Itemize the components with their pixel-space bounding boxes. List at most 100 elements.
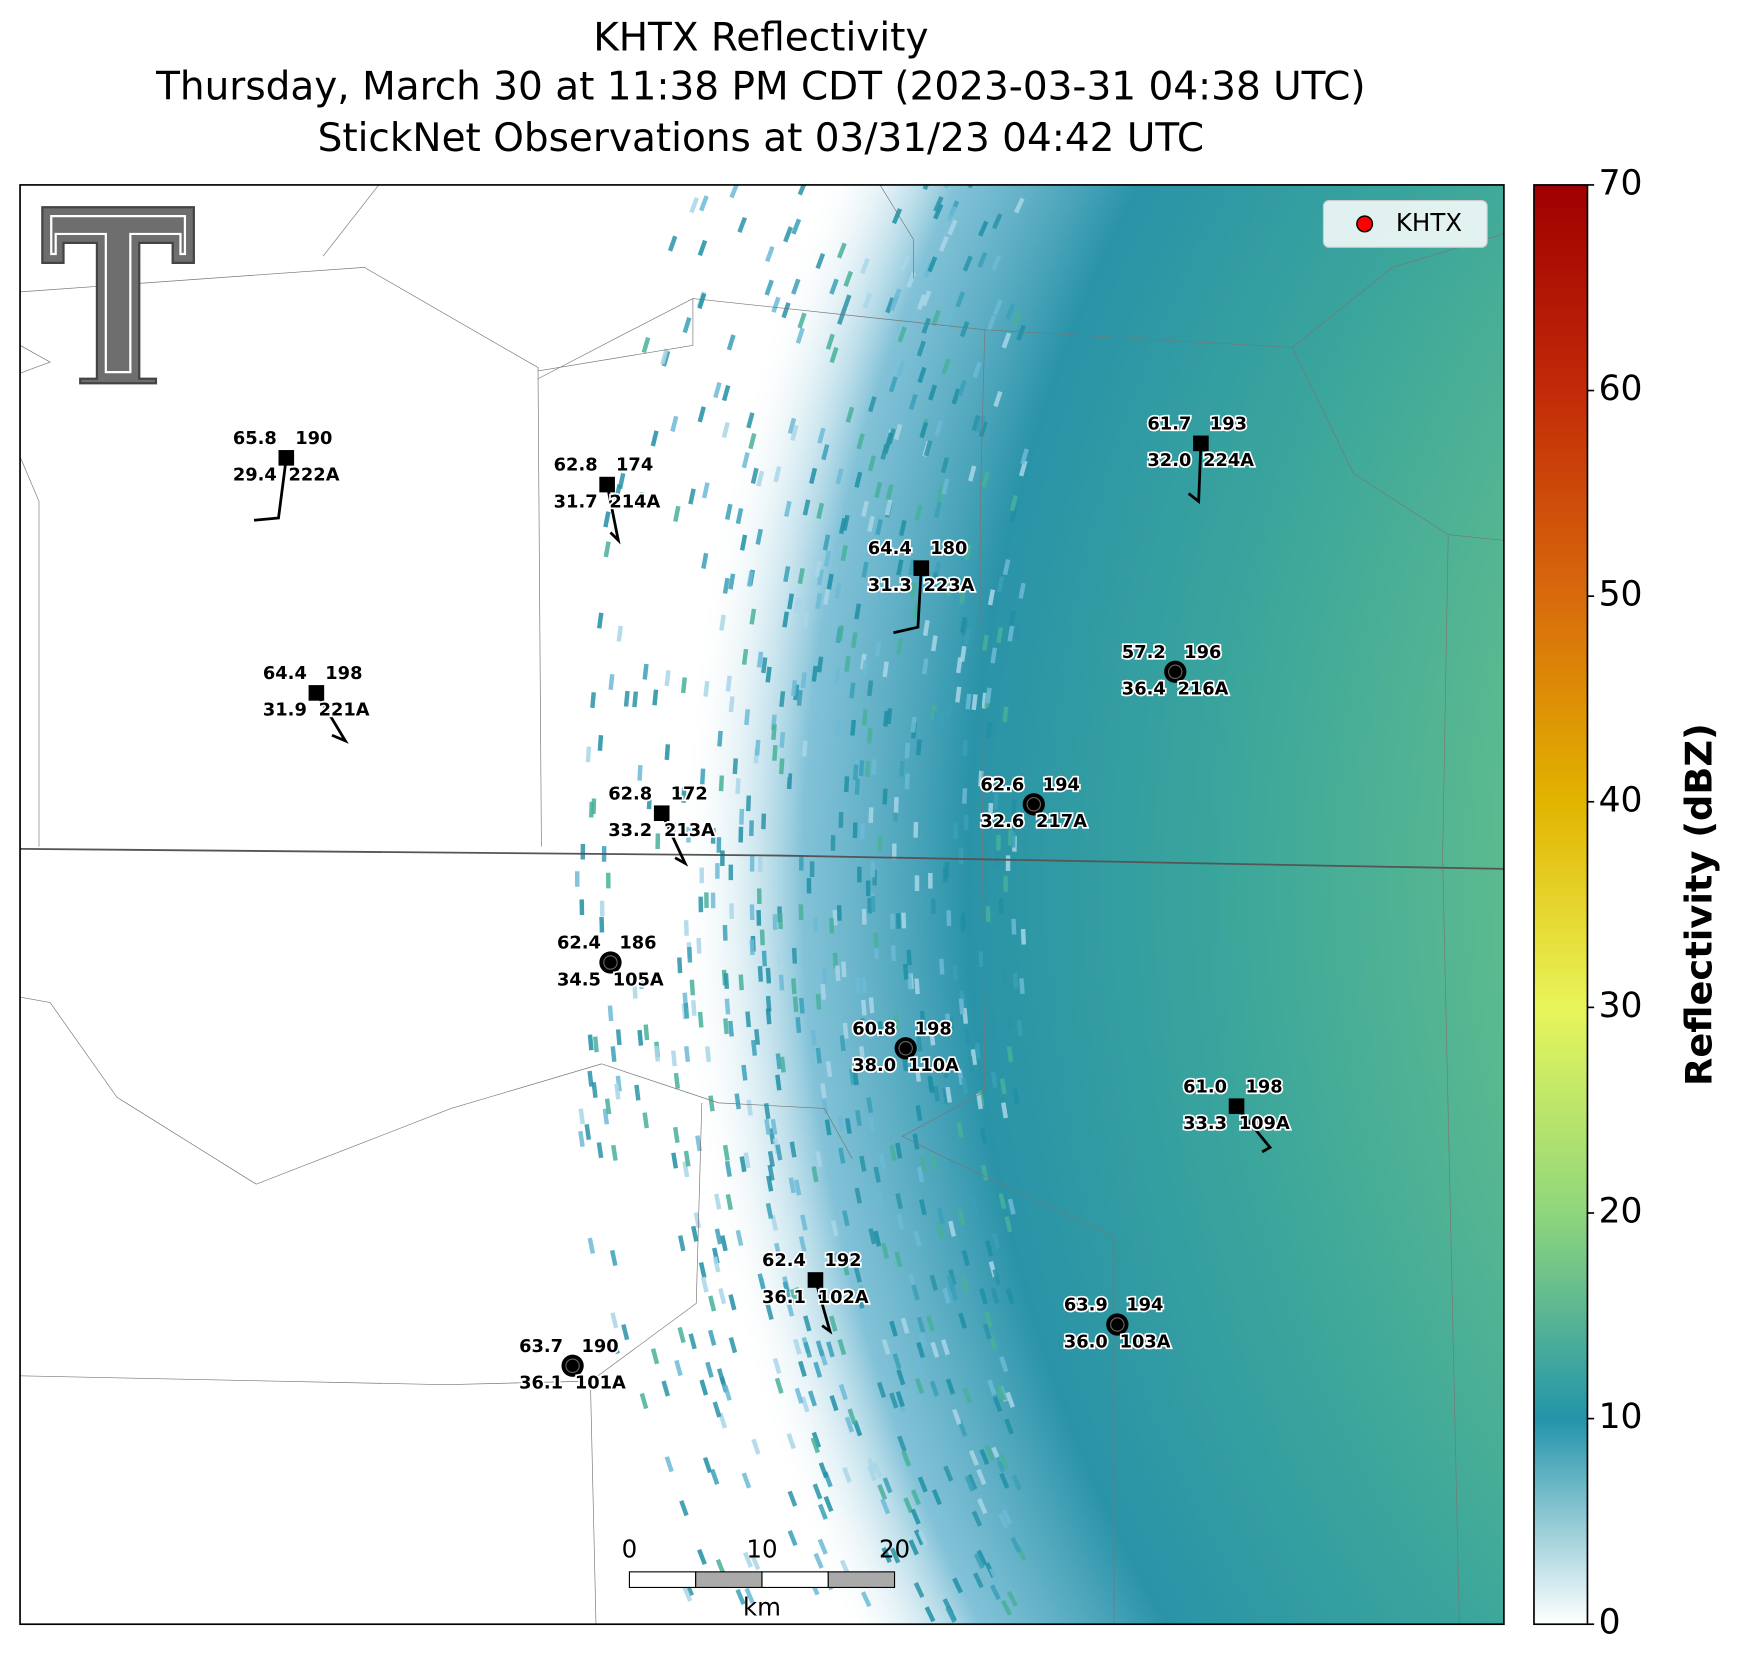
radar-gate [839,1035,846,1052]
radar-gate [877,1021,884,1038]
radar-gate [830,1220,839,1237]
radar-gate [961,1276,970,1293]
radar-gate [942,1062,949,1079]
radar-gate [741,1064,748,1081]
radar-gate [697,1011,704,1028]
radar-gate [896,559,904,576]
radar-gate [715,863,720,879]
radar-gate [697,239,708,257]
radar-gate [1016,324,1026,341]
station-value: 174 [616,455,653,476]
radar-gate [725,1193,733,1211]
radar-gate [955,291,966,308]
scale-segment [827,1571,896,1589]
temperature: 62.8 [608,783,652,804]
radar-gate [695,1135,702,1152]
radar-gate [841,961,847,978]
radar-gate [940,1339,950,1356]
wind-barb [605,484,621,545]
radar-gate [881,1338,891,1356]
radar-gate [850,632,858,649]
radar-gate [987,1379,997,1396]
radar-gate [1014,623,1022,640]
radar-gate [903,963,909,980]
radar-gate [976,1549,988,1566]
temperature: 64.4 [263,663,307,684]
radar-gate [896,360,906,377]
radar-gate [889,1320,898,1337]
radar-gate [765,1008,772,1025]
radar-gate [667,235,678,252]
colorbar-tick-label: 20 [1599,1191,1643,1231]
radar-gate [749,856,755,872]
temperature: 62.8 [554,455,598,476]
radar-gate [650,430,659,447]
radar-gate [718,1287,727,1305]
radar-gate [786,1433,796,1450]
radar-gate [725,675,732,692]
radar-gate [720,850,725,867]
radar-gate [971,694,978,711]
temperature: 63.7 [519,1336,563,1357]
radar-gate [774,1242,782,1259]
radar-gate [992,299,1003,316]
radar-gate [700,1276,709,1293]
radar-gate [882,661,889,678]
radar-gate [992,1268,1001,1286]
radar-gate [918,1331,928,1348]
radar-gate [959,321,970,338]
radar-gate [699,1379,709,1396]
radar-gate [977,1498,988,1515]
radar-gate [919,422,929,439]
radar-gate [979,1288,988,1305]
radar-gate [1004,1216,1013,1233]
radar-gate [844,655,851,672]
radar-gate [868,1228,877,1245]
radar-gate [837,625,845,642]
radar-gate [861,977,867,994]
radar-gate [984,1444,995,1461]
radar-gate [852,1420,863,1437]
scale-label: 0 [622,1535,638,1564]
radar-gate [948,1220,957,1237]
wind-barb [893,568,923,635]
radar-gate [854,778,860,795]
radar-gate [1012,1088,1020,1105]
radar-gate [1010,831,1016,848]
radar-gate [837,308,847,325]
radar-gate [799,854,804,871]
radar-gate [823,588,831,605]
radar-gate [867,1465,877,1482]
radar-gate [765,1303,774,1320]
radar-gate [963,628,971,645]
radar-gate [867,455,877,472]
radar-gate [761,657,768,674]
radar-gate [952,582,960,599]
radar-gate [916,1035,923,1052]
radar-gate [967,1473,978,1491]
radar-gate [934,419,944,437]
radar-gate [698,896,704,913]
radar-gate [913,822,919,838]
radar-gate [866,1190,874,1207]
radar-gate [901,912,907,929]
radar-gate [741,648,749,665]
station-value: 186 [619,933,656,954]
temperature: 62.4 [762,1250,806,1271]
radar-gate [617,472,626,490]
radar-gate [1001,332,1012,349]
radar-gate [824,1119,832,1136]
radar-gate [664,670,671,687]
radar-gate [852,764,859,781]
radar-gate [677,957,683,974]
station-id: 222A [289,465,340,486]
station-marker [913,560,930,576]
radar-gate [890,945,897,962]
legend-box [1322,199,1488,248]
radar-gate [893,423,903,441]
radar-gate [792,996,799,1013]
radar-gate [681,787,687,803]
radar-gate [877,835,883,852]
radar-gate [751,1039,758,1056]
calm-ring [1110,1317,1125,1332]
